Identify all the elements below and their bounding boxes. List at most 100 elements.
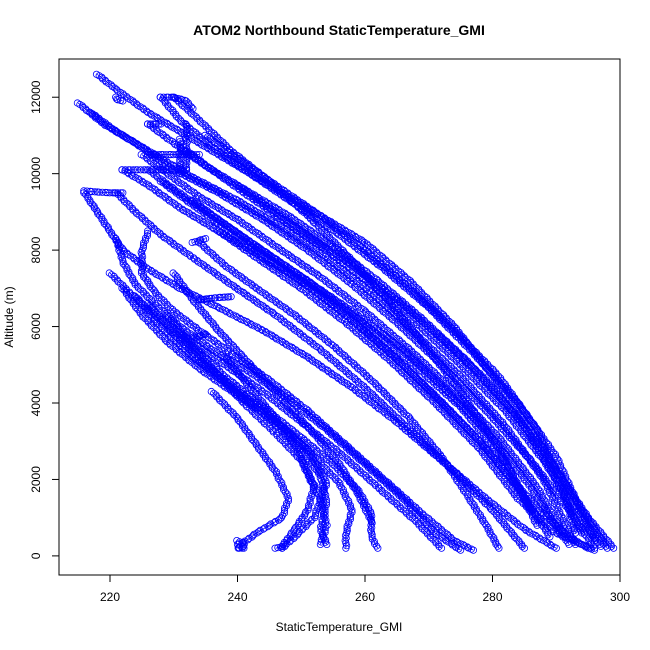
data-point — [559, 514, 567, 523]
data-point — [189, 211, 197, 219]
data-point — [561, 519, 569, 527]
data-point — [503, 424, 511, 432]
data-point — [84, 194, 92, 203]
data-point — [203, 143, 211, 152]
data-point — [133, 140, 141, 148]
data-point — [498, 473, 506, 482]
chart-title: ATOM2 Northbound StaticTemperature_GMI — [193, 22, 485, 38]
data-point — [100, 219, 108, 227]
data-point — [162, 275, 170, 283]
data-point — [554, 503, 562, 512]
data-point — [151, 269, 159, 277]
data-point — [486, 406, 494, 414]
data-point — [164, 103, 172, 111]
profile-line — [122, 169, 595, 551]
data-point — [250, 206, 258, 214]
data-point — [172, 112, 180, 120]
data-point — [552, 501, 560, 509]
data-point — [207, 146, 215, 154]
data-point — [545, 488, 553, 496]
data-point — [181, 171, 189, 179]
data-point — [554, 506, 562, 514]
data-point — [500, 477, 508, 485]
data-point — [505, 433, 513, 441]
data-point — [549, 487, 558, 495]
data-point — [102, 221, 110, 229]
data-point — [139, 143, 147, 151]
data-point — [547, 490, 555, 499]
data-point — [287, 253, 296, 261]
data-point — [305, 242, 314, 250]
data-point — [119, 131, 127, 139]
data-point — [221, 192, 229, 200]
data-point — [100, 217, 108, 225]
data-point — [609, 544, 618, 552]
data-point — [94, 210, 102, 218]
data-point — [199, 217, 207, 225]
data-point — [553, 455, 561, 463]
data-point — [211, 184, 219, 192]
data-point — [557, 512, 566, 520]
data-point — [195, 215, 203, 223]
data-point — [185, 209, 193, 217]
data-point — [389, 360, 397, 368]
data-point — [200, 179, 208, 187]
data-point — [315, 248, 323, 256]
data-point — [507, 432, 516, 440]
data-point — [167, 122, 175, 130]
data-point — [326, 224, 334, 232]
data-point — [193, 176, 202, 184]
data-point — [129, 137, 137, 145]
data-point — [585, 536, 593, 544]
data-point — [600, 533, 608, 542]
data-point — [190, 173, 198, 182]
data-point — [174, 203, 183, 211]
data-point — [552, 544, 560, 552]
data-point — [246, 204, 254, 212]
data-point — [96, 212, 104, 220]
data-point — [307, 266, 315, 274]
data-point — [138, 177, 146, 185]
data-point — [529, 461, 537, 470]
data-points — [73, 70, 618, 554]
data-point — [260, 212, 268, 220]
data-point — [503, 481, 511, 489]
data-point — [157, 116, 165, 124]
data-point — [296, 235, 304, 243]
data-point — [98, 215, 106, 224]
data-point — [204, 181, 212, 189]
data-point — [505, 483, 513, 491]
data-point — [550, 497, 559, 505]
data-point — [597, 530, 605, 538]
data-point — [594, 526, 603, 534]
data-point — [163, 158, 171, 166]
data-point — [536, 471, 544, 480]
data-point — [221, 190, 229, 198]
data-point — [113, 128, 121, 136]
data-point — [493, 468, 501, 476]
data-point — [147, 110, 155, 118]
data-point — [512, 438, 520, 446]
data-point — [452, 376, 460, 384]
data-point — [106, 227, 114, 235]
data-point — [418, 290, 426, 298]
data-point — [224, 209, 232, 218]
data-point — [590, 546, 599, 554]
data-point — [313, 270, 321, 278]
data-point — [205, 221, 213, 229]
data-point — [278, 246, 286, 254]
data-point — [462, 379, 470, 387]
data-point — [526, 457, 535, 466]
data-point — [123, 134, 131, 142]
data-point — [297, 259, 305, 268]
data-point — [198, 194, 206, 202]
data-point — [143, 107, 151, 115]
data-point — [533, 467, 542, 476]
data-point — [108, 231, 116, 239]
data-point — [540, 477, 548, 486]
data-point — [204, 197, 212, 205]
data-point — [605, 539, 613, 547]
data-point — [517, 444, 525, 452]
data-point — [218, 206, 226, 214]
